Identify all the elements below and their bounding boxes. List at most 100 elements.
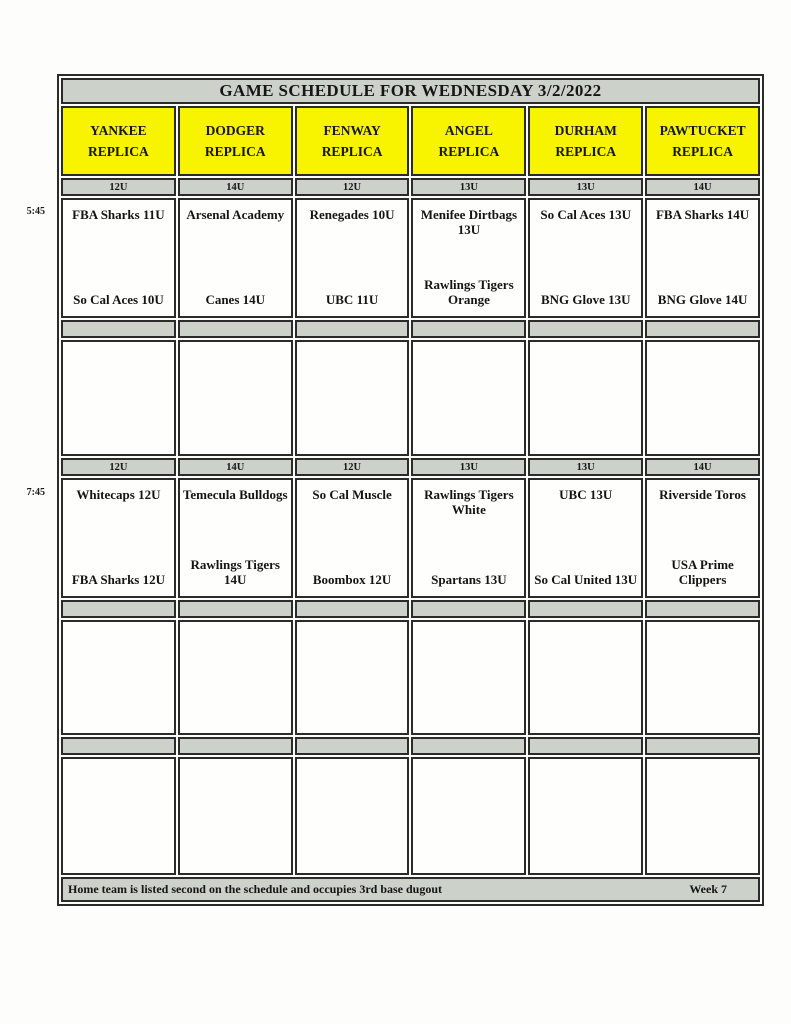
home-team: Boombox 12U [312, 572, 392, 588]
away-team: So Cal Aces 13U [540, 207, 632, 222]
game-time-slot2: 7:45 [26, 487, 45, 498]
division-label: 12U [61, 458, 176, 476]
game-cell: Riverside Toros USA Prime Clippers [645, 478, 760, 598]
venue-header-pawtucket: PAWTUCKET REPLICA [645, 106, 760, 176]
venue-name-line1: FENWAY [323, 122, 381, 138]
division-label: 12U [294, 178, 410, 196]
away-team: So Cal Muscle [312, 487, 392, 502]
separator-band [528, 600, 644, 618]
week-label: Week 7 [689, 882, 727, 896]
empty-row [61, 620, 760, 735]
away-team: Riverside Toros [659, 487, 746, 502]
separator-band [411, 320, 527, 338]
separator-band [411, 600, 527, 618]
separator-band [645, 600, 760, 618]
empty-game-cell [177, 340, 293, 456]
away-team: Menifee Dirtbags 13U [420, 207, 518, 237]
venue-name-line2: REPLICA [438, 143, 500, 159]
away-team: UBC 13U [559, 487, 613, 502]
separator-band [294, 320, 410, 338]
game-cell: Whitecaps 12U FBA Sharks 12U [61, 478, 176, 598]
division-label: 14U [177, 458, 293, 476]
empty-game-cell [645, 620, 760, 735]
away-team: Rawlings Tigers White [424, 487, 514, 517]
separator-band [645, 320, 760, 338]
division-label: 14U [645, 178, 760, 196]
home-team: Rawlings Tigers Orange [424, 277, 514, 308]
venue-header-durham: DURHAM REPLICA [528, 106, 644, 176]
division-row-slot1: 12U 14U 12U 13U 13U 14U [61, 178, 760, 196]
separator-band [294, 737, 410, 755]
empty-game-cell [528, 757, 644, 875]
home-team: So Cal United 13U [534, 572, 638, 588]
empty-game-cell [294, 340, 410, 456]
separator-band [411, 737, 527, 755]
empty-game-cell [61, 340, 176, 456]
game-cell: Renegades 10U UBC 11U [294, 198, 410, 318]
separator-band [528, 320, 644, 338]
venue-name-line2: REPLICA [88, 143, 149, 159]
venue-name-line1: YANKEE [90, 122, 147, 138]
empty-game-cell [411, 340, 527, 456]
division-row-slot2: 12U 14U 12U 13U 13U 14U [61, 458, 760, 476]
venue-name-line1: PAWTUCKET [659, 122, 746, 138]
home-team: Spartans 13U [431, 572, 507, 588]
venue-header-yankee: YANKEE REPLICA [61, 106, 176, 176]
home-team: UBC 11U [325, 292, 379, 308]
game-cell: Rawlings Tigers White Spartans 13U [411, 478, 527, 598]
separator-band [61, 320, 176, 338]
venue-name-line2: REPLICA [555, 143, 617, 159]
empty-game-cell [177, 757, 293, 875]
home-team: Canes 14U [205, 292, 266, 308]
division-label: 13U [411, 178, 527, 196]
empty-row [61, 757, 760, 875]
footer-row: Home team is listed second on the schedu… [61, 877, 760, 902]
venue-header-angel: ANGEL REPLICA [411, 106, 527, 176]
footer-band: Home team is listed second on the schedu… [61, 877, 760, 902]
separator-band [528, 737, 644, 755]
venue-header-row: YANKEE REPLICA DODGER REPLICA FENWAY REP… [61, 106, 760, 176]
game-cell: FBA Sharks 14U BNG Glove 14U [645, 198, 760, 318]
schedule-title: GAME SCHEDULE FOR WEDNESDAY 3/2/2022 [61, 78, 760, 104]
empty-game-cell [294, 620, 410, 735]
away-team: Arsenal Academy [186, 207, 285, 222]
home-team: USA Prime Clippers [671, 557, 734, 588]
empty-game-cell [61, 620, 176, 735]
division-label: 13U [411, 458, 527, 476]
division-label: 13U [528, 178, 644, 196]
venue-name-line2: REPLICA [204, 143, 266, 159]
division-label: 12U [61, 178, 176, 196]
home-team: BNG Glove 14U [657, 292, 748, 308]
separator-band [177, 320, 293, 338]
home-team: BNG Glove 13U [540, 292, 631, 308]
separator-band [177, 600, 293, 618]
separator-band [61, 600, 176, 618]
separator-band [645, 737, 760, 755]
game-row-slot2: Whitecaps 12U FBA Sharks 12U Temecula Bu… [61, 478, 760, 598]
division-label: 13U [528, 458, 644, 476]
division-label: 14U [177, 178, 293, 196]
empty-game-cell [411, 620, 527, 735]
empty-game-cell [411, 757, 527, 875]
separator-row [61, 600, 760, 618]
away-team: FBA Sharks 14U [655, 207, 750, 222]
venue-header-fenway: FENWAY REPLICA [294, 106, 410, 176]
game-row-slot1: FBA Sharks 11U So Cal Aces 10U Arsenal A… [61, 198, 760, 318]
venue-name-line2: REPLICA [321, 143, 383, 159]
separator-band [61, 737, 176, 755]
empty-game-cell [645, 757, 760, 875]
venue-header-dodger: DODGER REPLICA [177, 106, 293, 176]
away-team: Temecula Bulldogs [182, 487, 288, 502]
venue-name-line2: REPLICA [672, 143, 733, 159]
game-cell: Arsenal Academy Canes 14U [177, 198, 293, 318]
away-team: Renegades 10U [309, 207, 395, 222]
game-time-slot1: 5:45 [26, 206, 45, 217]
separator-row [61, 320, 760, 338]
empty-game-cell [177, 620, 293, 735]
title-row: GAME SCHEDULE FOR WEDNESDAY 3/2/2022 [61, 78, 760, 104]
schedule-table: GAME SCHEDULE FOR WEDNESDAY 3/2/2022 YAN… [57, 74, 764, 906]
home-team: So Cal Aces 10U [73, 292, 164, 308]
empty-row [61, 340, 760, 456]
venue-name-line1: DODGER [205, 122, 265, 138]
